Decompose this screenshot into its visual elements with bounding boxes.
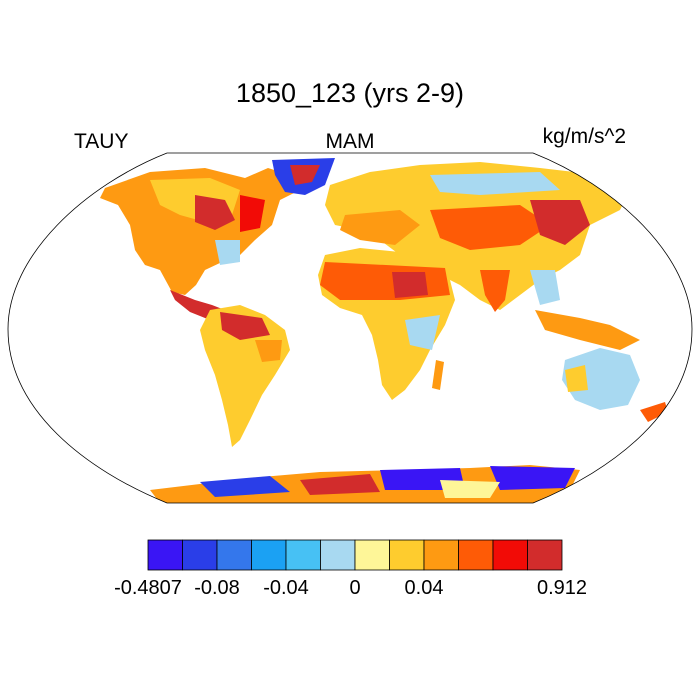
europe-region [340, 210, 420, 245]
antarctica-yellow [440, 480, 500, 498]
sahara-core [392, 272, 428, 298]
colorbar-swatch [285, 539, 321, 571]
amazon-region [220, 312, 270, 340]
colorbar-swatch [527, 539, 563, 571]
chart-title: 1850_123 (yrs 2-9) [235, 78, 465, 108]
variable-label: TAUY [74, 130, 129, 153]
colorbar-tick-label: -0.08 [194, 577, 240, 599]
brazil-east-region [255, 340, 282, 362]
colorbar-swatch [492, 539, 528, 571]
colorbar-swatch [320, 539, 356, 571]
hudson-region [195, 195, 235, 230]
india-region [480, 270, 510, 312]
madagascar-land [432, 360, 444, 390]
colorbar-labels: -0.4807 -0.08 -0.04 0 0.04 0.912 [114, 577, 587, 599]
season-label: MAM [325, 130, 375, 153]
units-label: kg/m/s^2 [542, 125, 626, 148]
colorbar-swatch [251, 539, 287, 571]
colorbar-tick-label: 0 [349, 577, 360, 599]
australia-west [565, 365, 588, 392]
new-zealand-land [640, 402, 668, 422]
colorbar-swatch [147, 539, 183, 571]
colorbar-swatch [389, 539, 425, 571]
antarctica-red [300, 474, 380, 495]
us-east-region [215, 240, 240, 265]
east-asia-region [530, 200, 590, 245]
indonesia-land [535, 310, 640, 350]
colorbar-tick-label: 0.04 [405, 577, 444, 599]
australia-land [562, 348, 640, 410]
colorbar-tick-label: -0.4807 [114, 577, 182, 599]
central-asia-region [430, 205, 550, 250]
colorbar-swatch [458, 539, 494, 571]
colorbar-swatch [216, 539, 252, 571]
colorbar-tick-label: 0.912 [537, 577, 587, 599]
colorbar-swatches [147, 539, 563, 571]
greenland-inner [290, 165, 320, 185]
east-africa-region [405, 315, 440, 350]
map-border [7, 152, 693, 504]
se-asia-region [530, 270, 560, 305]
continents-layer [100, 158, 668, 503]
antarctica-blue-1 [200, 476, 290, 497]
colorbar-swatch [182, 539, 218, 571]
colorbar-swatch [423, 539, 459, 571]
east-canada-region [240, 195, 265, 232]
colorbar-tick-label: -0.04 [263, 577, 309, 599]
colorbar-swatch [354, 539, 390, 571]
siberia-region [430, 172, 560, 195]
antarctica-blue-3 [490, 466, 575, 490]
